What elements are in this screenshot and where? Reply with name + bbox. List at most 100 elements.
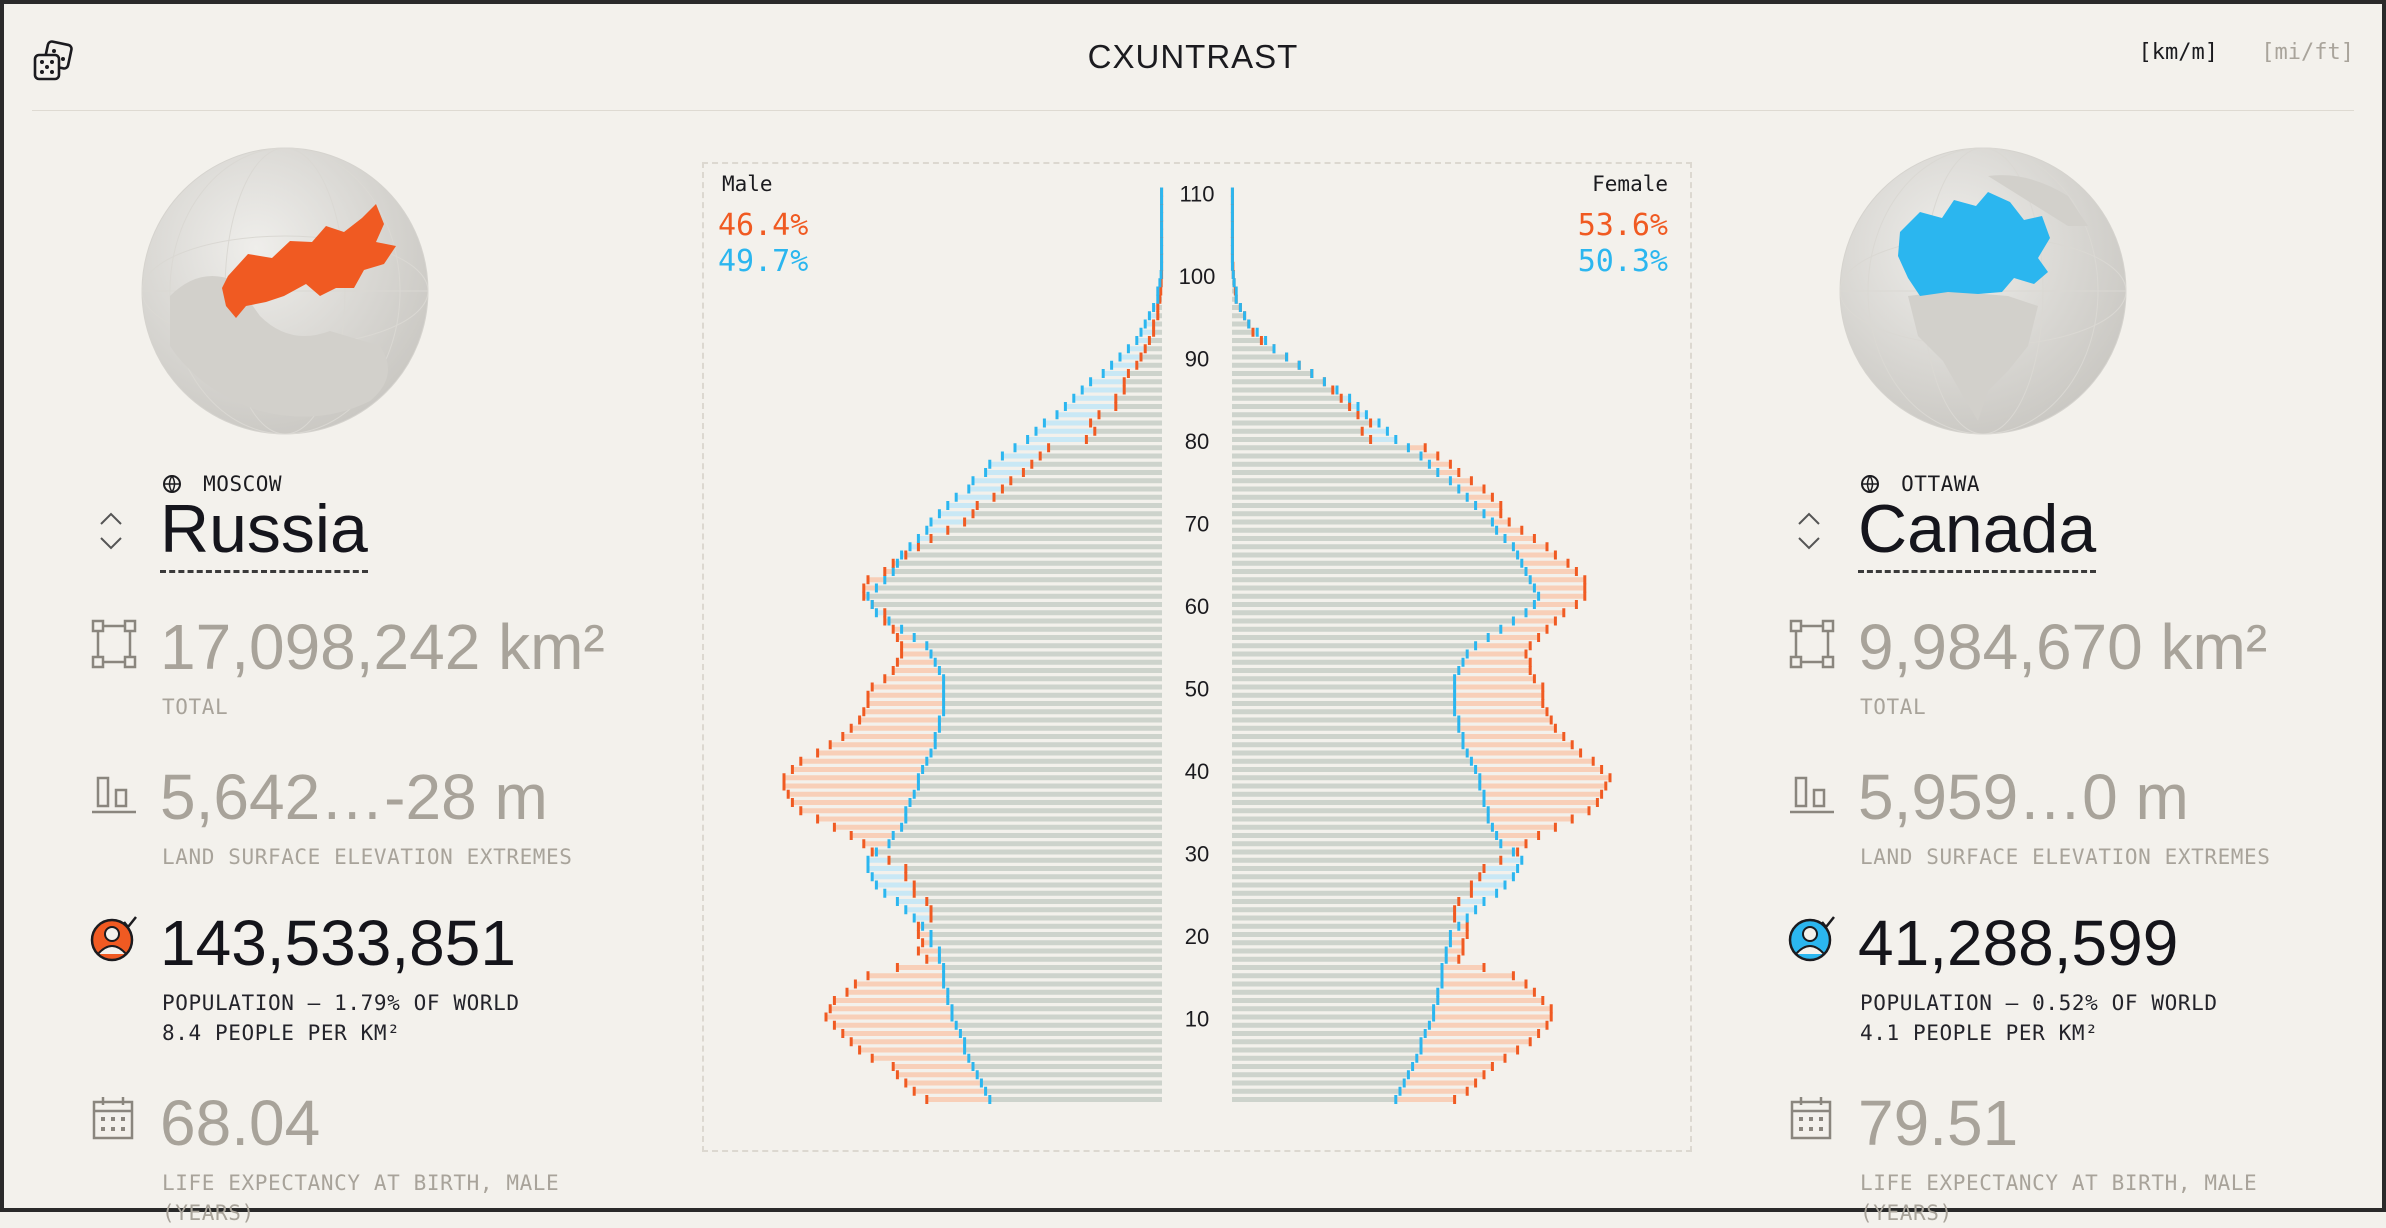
female-excess-age-7 <box>1421 1039 1531 1045</box>
female-canada-mark-age-109 <box>1230 195 1234 205</box>
male-russia-mark-age-29 <box>887 855 891 865</box>
male-bar-age-38 <box>918 783 1162 789</box>
sort-arrows-icon[interactable] <box>1794 506 1824 556</box>
male-excess-age-95 <box>1149 313 1158 319</box>
female-excess-age-20 <box>1450 932 1468 937</box>
female-russia-mark-age-85 <box>1339 393 1343 403</box>
female-excess-age-1 <box>1400 1088 1468 1094</box>
female-excess-age-46 <box>1458 717 1552 723</box>
male-bar-age-55 <box>926 643 1162 649</box>
male-bar-age-13 <box>947 989 1162 995</box>
female-bar-age-49 <box>1232 692 1455 698</box>
female-russia-mark-age-63 <box>1583 575 1587 585</box>
male-bar-age-67 <box>918 544 1162 550</box>
male-excess-age-50 <box>872 684 944 690</box>
male-bar-age-89 <box>1136 362 1162 368</box>
female-canada-mark-age-100 <box>1231 270 1235 279</box>
female-canada-mark-age-47 <box>1453 707 1457 717</box>
male-russia-mark-age-46 <box>858 715 862 725</box>
female-excess-age-0 <box>1395 1097 1455 1102</box>
male-canada-mark-age-60 <box>870 600 874 609</box>
female-russia-mark-age-92 <box>1259 336 1263 345</box>
male-canada-mark-age-92 <box>1135 336 1139 345</box>
male-bar-age-81 <box>1094 428 1162 434</box>
female-canada-mark-age-98 <box>1234 286 1238 296</box>
female-bar-age-48 <box>1232 701 1455 706</box>
male-bar-age-41 <box>926 758 1162 764</box>
dice-icon[interactable] <box>32 40 74 82</box>
female-russia-mark-age-75 <box>1469 476 1473 486</box>
unit-km-button[interactable]: [km/m] <box>2138 40 2219 65</box>
population-label: POPULATION – 1.79% OF WORLD 8.4 PEOPLE P… <box>162 988 520 1048</box>
male-canada-mark-age-100 <box>1159 270 1163 279</box>
female-canada-mark-age-23 <box>1474 905 1478 915</box>
female-bar-age-24 <box>1232 899 1459 904</box>
male-russia-mark-age-66 <box>904 550 908 560</box>
female-canada-mark-age-76 <box>1436 468 1440 477</box>
male-canada-mark-age-24 <box>895 897 899 906</box>
female-canada-mark-age-58 <box>1511 616 1515 626</box>
male-russia-mark-age-91 <box>1143 344 1147 354</box>
female-canada-mark-age-102 <box>1230 253 1234 263</box>
female-excess-age-25 <box>1471 890 1497 896</box>
country-panel-right: OTTAWA Canada 9,984,670 km² TOTAL 5,959…… <box>1782 112 2386 1225</box>
female-russia-mark-age-61 <box>1583 591 1587 601</box>
male-russia-mark-age-71 <box>971 509 975 519</box>
male-excess-age-29 <box>868 857 889 863</box>
male-canada-mark-age-85 <box>1072 393 1076 403</box>
male-bar-age-14 <box>943 981 1162 987</box>
male-russia-mark-age-89 <box>1135 360 1139 370</box>
female-bar-age-35 <box>1232 808 1489 814</box>
country-name[interactable]: Russia <box>160 490 368 573</box>
male-russia-mark-age-52 <box>891 666 895 675</box>
female-excess-age-41 <box>1471 758 1594 764</box>
female-russia-mark-age-57 <box>1545 624 1549 634</box>
capital-name: MOSCOW <box>203 472 283 496</box>
female-excess-age-38 <box>1479 783 1606 789</box>
female-excess-age-86 <box>1332 387 1337 393</box>
male-canada-mark-age-110 <box>1160 187 1164 197</box>
female-excess-age-10 <box>1433 1014 1552 1020</box>
female-canada-mark-age-2 <box>1402 1078 1406 1088</box>
male-russia-mark-age-35 <box>799 806 803 816</box>
unit-mi-button[interactable]: [mi/ft] <box>2261 40 2354 65</box>
male-excess-age-73 <box>956 494 994 500</box>
male-russia-mark-age-81 <box>1093 426 1097 436</box>
male-excess-age-78 <box>1002 453 1041 459</box>
female-russia-mark-age-53 <box>1528 657 1532 667</box>
female-bar-age-15 <box>1232 973 1442 979</box>
male-canada-mark-age-109 <box>1160 195 1164 205</box>
male-bar-age-68 <box>931 536 1162 541</box>
female-russia-mark-age-42 <box>1579 748 1583 758</box>
male-russia-mark-age-38 <box>782 781 786 791</box>
female-russia-mark-age-51 <box>1532 674 1536 684</box>
male-canada-mark-age-78 <box>1000 451 1004 461</box>
female-bar-age-54 <box>1232 651 1468 657</box>
female-russia-mark-age-37 <box>1600 789 1604 799</box>
male-bar-age-46 <box>939 717 1162 723</box>
female-bar-age-93 <box>1232 329 1253 335</box>
male-bar-age-3 <box>977 1072 1162 1078</box>
male-russia-mark-age-63 <box>866 575 870 585</box>
country-name[interactable]: Canada <box>1858 490 2097 573</box>
female-canada-mark-age-29 <box>1520 855 1524 865</box>
female-bar-age-69 <box>1232 527 1497 533</box>
female-bar-age-67 <box>1232 544 1514 550</box>
sort-arrows-icon[interactable] <box>96 506 126 556</box>
male-bar-age-34 <box>905 816 1162 822</box>
male-canada-mark-age-97 <box>1156 294 1160 304</box>
male-canada-mark-age-53 <box>933 657 937 667</box>
male-canada-mark-age-43 <box>933 740 937 750</box>
male-excess-age-55 <box>901 643 927 649</box>
male-russia-mark-age-54 <box>900 649 904 659</box>
male-bar-age-61 <box>868 593 1162 599</box>
female-excess-age-9 <box>1429 1022 1547 1028</box>
male-canada-mark-age-65 <box>895 558 899 568</box>
female-bar-age-9 <box>1232 1022 1430 1028</box>
female-canada-mark-age-10 <box>1432 1012 1436 1022</box>
male-canada-mark-age-104 <box>1160 237 1164 246</box>
female-canada-mark-age-56 <box>1486 633 1490 642</box>
female-excess-age-59 <box>1526 610 1564 616</box>
female-canada-mark-age-94 <box>1247 319 1251 329</box>
female-bar-age-20 <box>1232 932 1451 937</box>
